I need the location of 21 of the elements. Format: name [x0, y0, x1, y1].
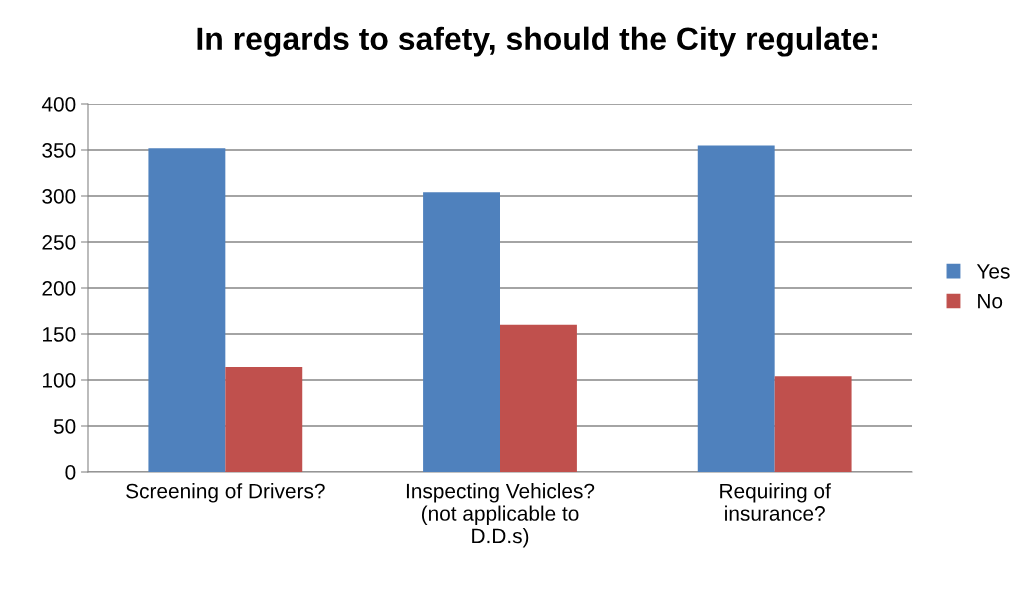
y-tick-label: 400: [41, 97, 76, 112]
y-tick-label: 0: [65, 465, 76, 480]
bar: [774, 376, 852, 472]
legend-label: No: [978, 293, 1003, 309]
bar: [500, 324, 577, 472]
y-tick-label: 350: [42, 143, 76, 158]
bar: [423, 192, 500, 472]
y-tick-label: 200: [42, 281, 76, 296]
y-tick-label: 100: [43, 373, 76, 388]
x-tick-label: Inspecting Vehicles? (not applicable to D.D.s): [406, 483, 595, 548]
y-tick-label: 150: [43, 327, 76, 342]
y-tick-label: 50: [53, 419, 76, 434]
y-tick-label: 300: [42, 189, 76, 204]
bar: [148, 148, 226, 472]
y-tick-label: 250: [42, 235, 76, 250]
x-tick-label: Requiring of insurance?: [720, 483, 831, 521]
bar: [225, 367, 303, 472]
x-tick-label: Screening of Drivers?: [126, 483, 325, 503]
legend-label: Yes: [976, 264, 1010, 279]
chart-title: In regards to safety, should the City regulate:: [197, 26, 877, 57]
bar: [697, 145, 775, 472]
